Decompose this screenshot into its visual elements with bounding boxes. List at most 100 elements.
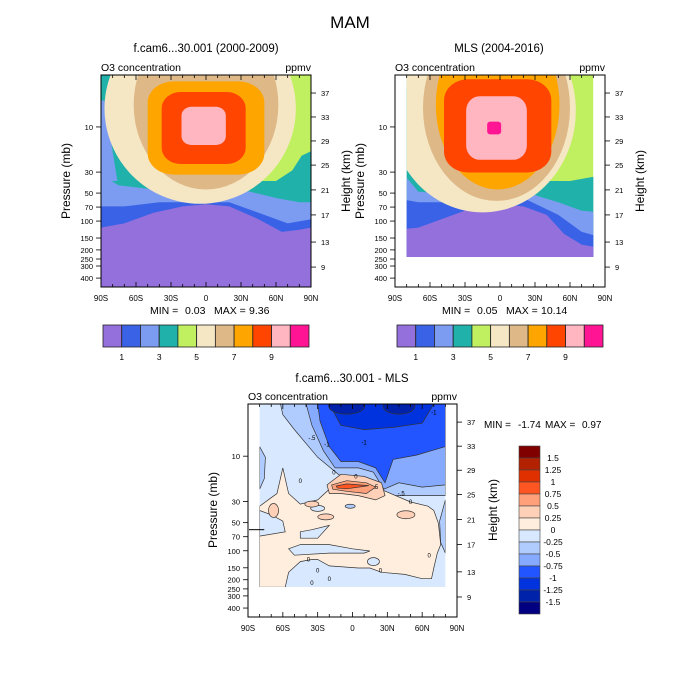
y-right-tick-label: 17 bbox=[467, 541, 475, 550]
contour-label: 0 bbox=[299, 479, 303, 485]
x-tick-label: 60S bbox=[276, 624, 290, 633]
y-right-tick-label: 25 bbox=[467, 491, 475, 500]
y-right-tick-label: 17 bbox=[615, 211, 623, 220]
patch-neg-c bbox=[287, 544, 371, 556]
min-value: 0.05 bbox=[477, 305, 498, 317]
colorbar-box bbox=[518, 481, 541, 495]
filled-contours bbox=[101, 75, 311, 287]
y-tick-label: 150 bbox=[80, 234, 93, 243]
y-axis-label-right: Height (km) bbox=[486, 479, 500, 541]
colorbar-box bbox=[518, 445, 541, 459]
colorbar-label: 0.5 bbox=[547, 501, 559, 511]
y-tick-label: 250 bbox=[374, 255, 387, 264]
left-string: O3 concentration bbox=[248, 391, 328, 403]
y-tick-label: 400 bbox=[374, 274, 387, 283]
y-right-tick-label: 33 bbox=[615, 113, 623, 122]
y-axis-label-right: Height (km) bbox=[633, 150, 647, 212]
bump-b bbox=[317, 513, 335, 521]
colorbar-label: 1 bbox=[119, 352, 124, 362]
x-tick-label: 90S bbox=[388, 294, 402, 303]
contour-label: 0 bbox=[427, 553, 431, 559]
colorbar-label: 5 bbox=[194, 352, 199, 362]
colorbar-box bbox=[471, 324, 492, 348]
colorbar-label: 1.25 bbox=[545, 465, 562, 475]
y-right-tick-label: 25 bbox=[321, 161, 329, 170]
colorbar: 1 3 5 7 9 bbox=[396, 324, 604, 362]
x-tick-label: 60N bbox=[563, 294, 578, 303]
contour-label: -1 bbox=[431, 411, 437, 417]
contour-label: 0 bbox=[332, 470, 336, 476]
y-right-tick-label: 13 bbox=[467, 568, 475, 577]
figure-title: MAM bbox=[330, 13, 370, 32]
bump-a bbox=[268, 503, 279, 518]
y-tick-label: 150 bbox=[227, 564, 240, 573]
y-tick-label: 50 bbox=[232, 519, 240, 528]
colorbar-box bbox=[565, 324, 585, 348]
band-neg-05-edge bbox=[259, 446, 266, 490]
band-core-4 bbox=[181, 106, 226, 145]
colorbar-box bbox=[518, 517, 541, 531]
x-tick-label: 0 bbox=[350, 624, 355, 633]
y-tick-label: 200 bbox=[374, 246, 387, 255]
min-label: MIN = bbox=[442, 305, 470, 317]
y-axis-label: Pressure (mb) bbox=[206, 472, 220, 548]
contour-label: -1 bbox=[324, 443, 330, 449]
y-right-tick-label: 25 bbox=[615, 161, 623, 170]
colorbar-box bbox=[102, 324, 123, 348]
y-tick-label: 200 bbox=[227, 576, 240, 585]
band-pos-075 bbox=[335, 483, 369, 490]
band-1 bbox=[101, 204, 311, 287]
colorbar-box bbox=[434, 324, 454, 348]
contour-label: .5 bbox=[373, 485, 379, 491]
panel-title: f.cam6...30.001 - MLS bbox=[295, 373, 408, 385]
y-tick-label: 30 bbox=[85, 168, 93, 177]
contour-plot bbox=[101, 75, 311, 287]
x-tick-label: 90N bbox=[598, 294, 613, 303]
min-value: -1.74 bbox=[518, 420, 541, 431]
y-right-tick-label: 29 bbox=[321, 137, 329, 146]
x-tick-label: 30N bbox=[528, 294, 543, 303]
y-tick-label: 50 bbox=[379, 189, 387, 198]
min-label: MIN = bbox=[150, 305, 178, 317]
band-neg-15b bbox=[382, 404, 416, 415]
axes: 90S 60S 30S 0 30N 60N 90N103050701001502002503… bbox=[80, 74, 329, 303]
y-tick-label: 200 bbox=[80, 246, 93, 255]
y-tick-label: 70 bbox=[85, 203, 93, 212]
y-tick-label: 30 bbox=[379, 168, 387, 177]
max-value: 0.97 bbox=[582, 420, 602, 431]
contour-label: 0 bbox=[432, 594, 436, 600]
max-label: MAX = bbox=[545, 420, 575, 431]
contour-label: -.5 bbox=[308, 436, 316, 442]
stats: MIN = 0.03 MAX = 9.36 bbox=[150, 305, 270, 317]
colorbar-label: -0.25 bbox=[543, 537, 563, 547]
stats: MIN = -1.74 MAX = 0.97 bbox=[484, 420, 602, 431]
panel-title: MLS (2004-2016) bbox=[454, 43, 544, 55]
colorbar-box bbox=[158, 324, 179, 348]
bump-d bbox=[304, 500, 320, 508]
y-right-tick-label: 9 bbox=[615, 263, 619, 272]
colorbar-box bbox=[518, 457, 541, 471]
colorbar-box bbox=[140, 324, 160, 348]
x-tick-label: 60N bbox=[269, 294, 284, 303]
colorbar-box bbox=[214, 324, 235, 348]
y-tick-label: 300 bbox=[227, 592, 240, 601]
x-tick-label: 60S bbox=[129, 294, 143, 303]
y-tick-label: 70 bbox=[379, 203, 387, 212]
colorbar-box bbox=[518, 553, 541, 567]
panel-obs: MLS (2004-2016) O3 concentration ppmv 90… bbox=[353, 43, 647, 362]
band-3-edge bbox=[101, 100, 118, 181]
contour-label: 0 bbox=[316, 568, 320, 574]
axes: 90S 60S 30S 0 30N 60N 90N103050701001502002503… bbox=[227, 403, 475, 633]
y-right-tick-label: 13 bbox=[321, 238, 329, 247]
min-label: MIN = bbox=[484, 420, 511, 431]
y-right-tick-label: 13 bbox=[615, 238, 623, 247]
y-tick-label: 400 bbox=[227, 604, 240, 613]
contour-label: -.5 bbox=[398, 492, 406, 498]
colorbar-box bbox=[396, 324, 417, 348]
filled-contours bbox=[406, 75, 594, 257]
x-tick-label: 90N bbox=[304, 294, 319, 303]
left-string: O3 concentration bbox=[101, 62, 181, 74]
colorbar-box bbox=[518, 505, 541, 519]
